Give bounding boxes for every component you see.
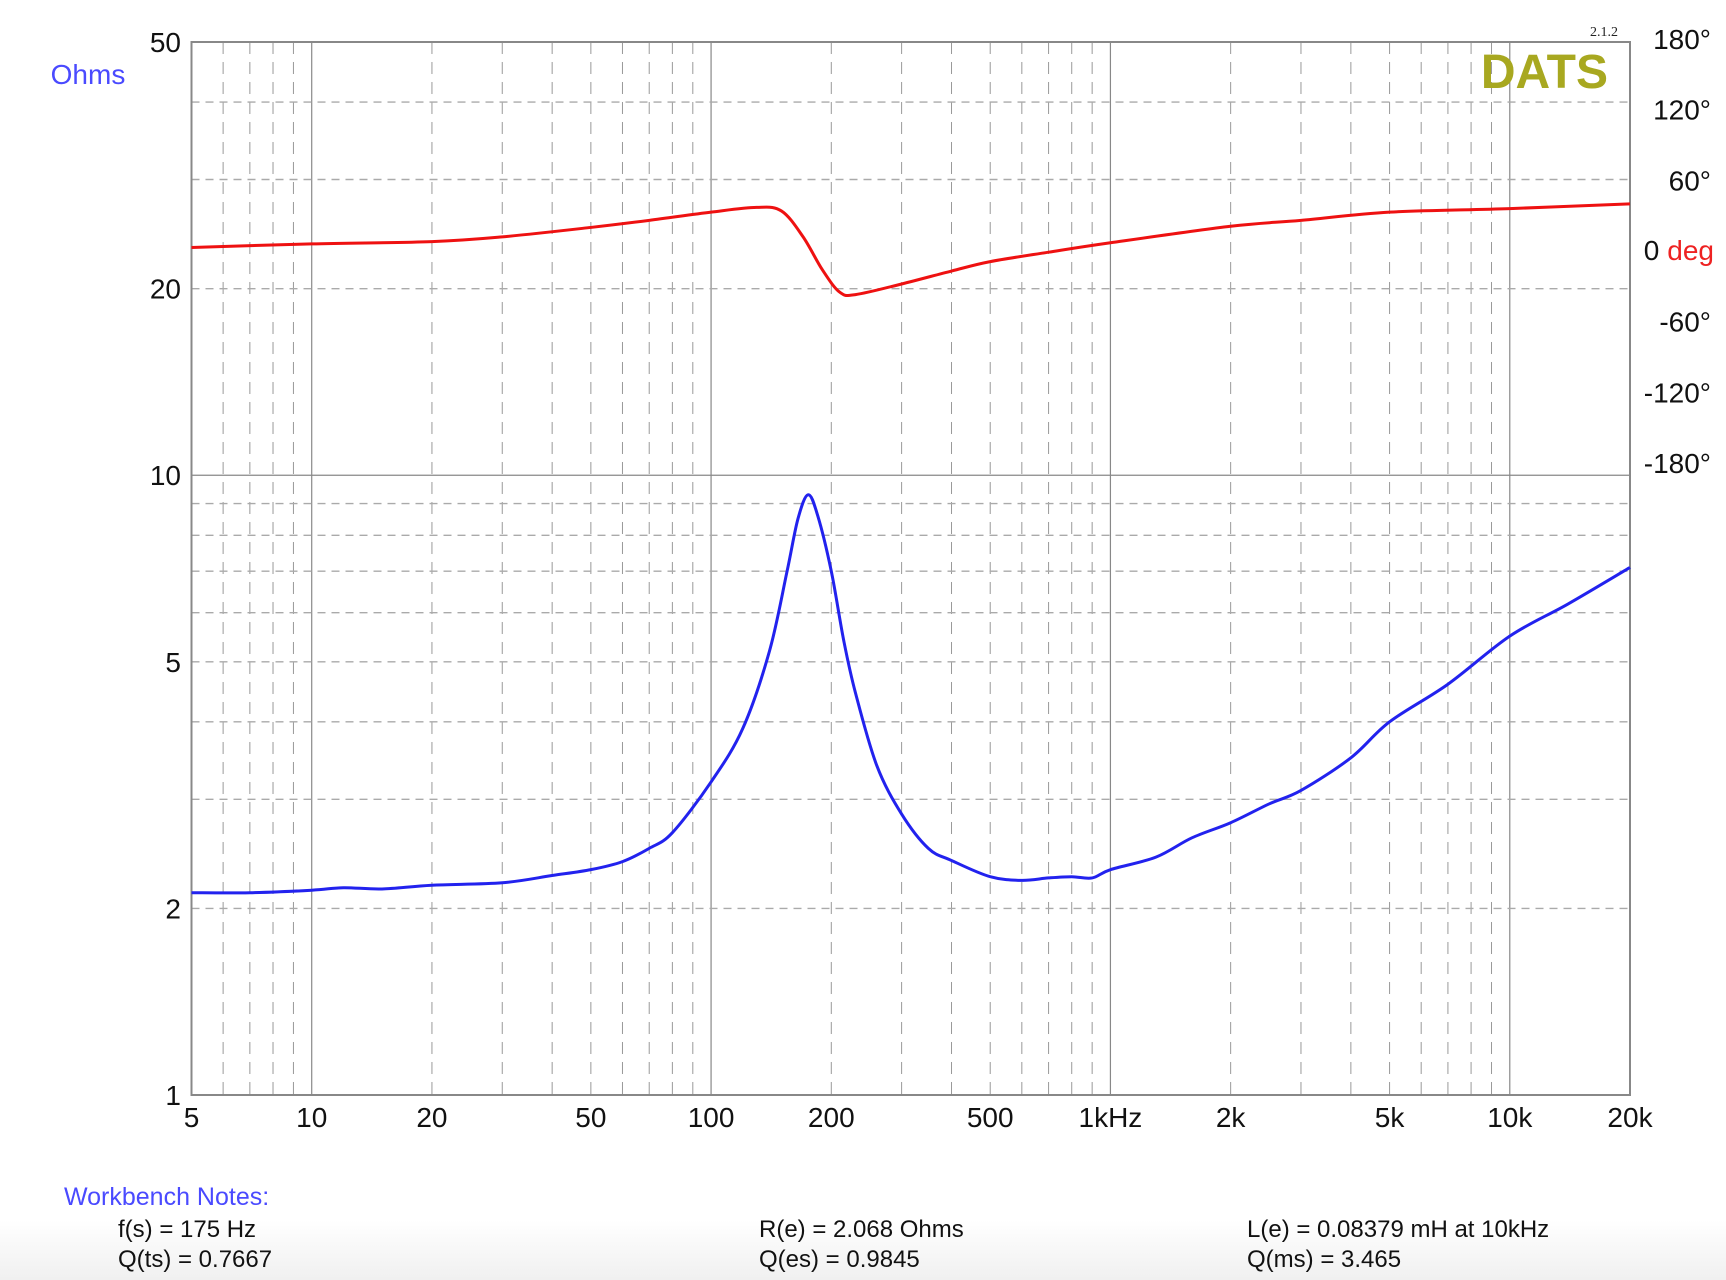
tick-labels: 5 10 20 50 100 200 500 1kHz 2k 5k 10k 20k 50 20 10 5 2 1 1… [150, 24, 1711, 1133]
dats-logo: DATS [1481, 46, 1608, 99]
version-label: 2.1.2 [1590, 25, 1618, 40]
workbench-notes-title: Workbench Notes: [64, 1183, 270, 1211]
x-tick-label: 2k [1216, 1102, 1247, 1133]
note-qts: Q(ts) = 0.7667 [118, 1246, 273, 1273]
impedance-curve [191, 493, 1631, 895]
y-right-tick-label: -120° [1644, 377, 1711, 408]
plot-border [190, 41, 1631, 1096]
x-tick-label: 10k [1487, 1102, 1533, 1133]
note-le: L(e) = 0.08379 mH at 10kHz [1247, 1216, 1550, 1243]
note-qms: Q(ms) = 3.465 [1247, 1246, 1402, 1273]
y-left-tick-label: 10 [150, 460, 181, 491]
phase-zero-value: 0 [1644, 235, 1660, 266]
x-tick-label: 20 [416, 1102, 447, 1133]
grid [190, 41, 1631, 1096]
y-right-tick-label: 120° [1653, 95, 1711, 126]
y-left-tick-label: 2 [165, 893, 181, 924]
curves [191, 202, 1631, 895]
y-right-tick-label: -60° [1659, 307, 1711, 338]
note-re: R(e) = 2.068 Ohms [759, 1216, 964, 1243]
x-tick-label: 5 [184, 1102, 200, 1133]
y-left-tick-label: 50 [150, 27, 181, 58]
x-tick-label: 500 [967, 1102, 1014, 1133]
y-left-tick-label: 1 [165, 1080, 181, 1111]
y-right-tick-label: -180° [1644, 448, 1711, 479]
y-right-tick-label: 180° [1653, 24, 1711, 55]
x-tick-label: 50 [575, 1102, 606, 1133]
ohms-axis-label: Ohms [51, 59, 126, 90]
phase-zero-label: 0 deg [1644, 235, 1714, 266]
x-tick-label: 20k [1607, 1102, 1653, 1133]
note-fs: f(s) = 175 Hz [118, 1216, 257, 1243]
x-tick-label: 10 [296, 1102, 327, 1133]
y-left-tick-label: 5 [165, 647, 181, 678]
phase-curve [191, 202, 1631, 298]
note-qes: Q(es) = 0.9845 [759, 1246, 920, 1273]
x-tick-label: 100 [688, 1102, 735, 1133]
y-left-tick-label: 20 [150, 274, 181, 305]
deg-axis-label: deg [1667, 235, 1714, 266]
x-tick-label: 5k [1375, 1102, 1406, 1133]
x-tick-label: 1kHz [1079, 1102, 1143, 1133]
y-right-tick-label: 60° [1669, 165, 1711, 196]
x-tick-label: 200 [808, 1102, 855, 1133]
